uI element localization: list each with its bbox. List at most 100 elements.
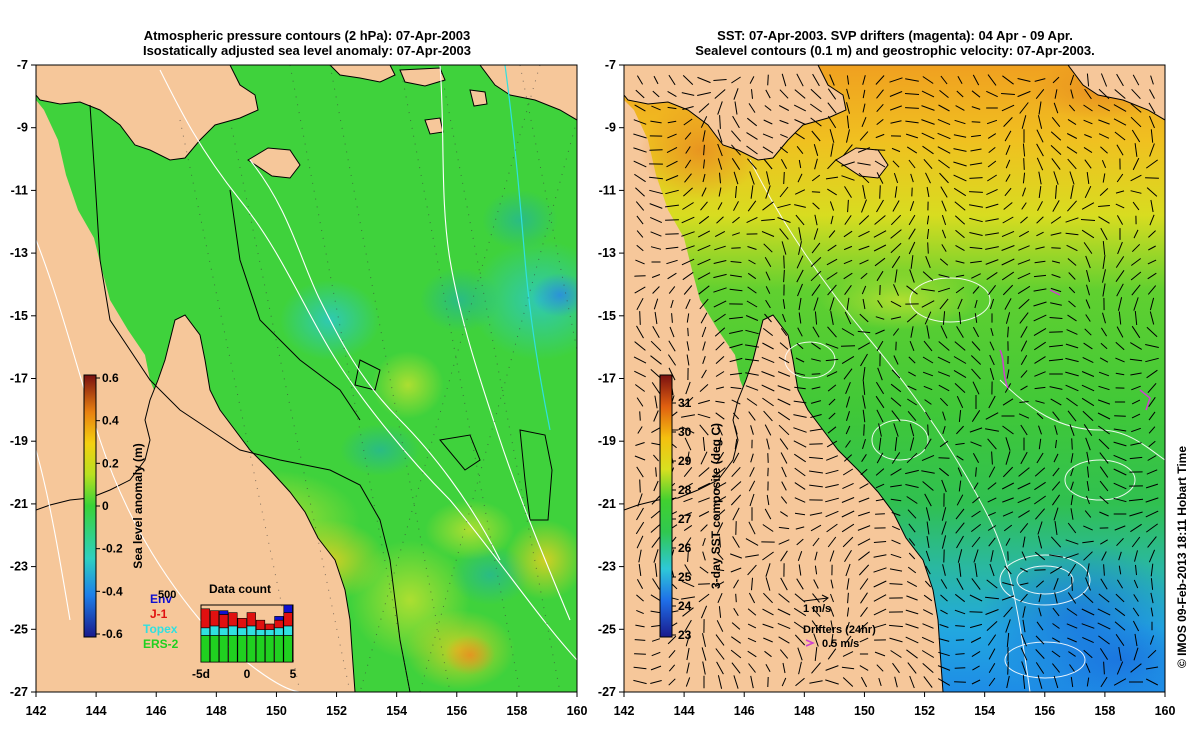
velocity-arrow xyxy=(779,649,789,659)
velocity-arrow xyxy=(926,325,930,339)
velocity-arrow xyxy=(731,76,741,84)
velocity-arrow xyxy=(797,173,803,183)
velocity-arrow xyxy=(953,356,967,364)
velocity-arrow xyxy=(860,468,868,476)
velocity-arrow xyxy=(1116,215,1124,225)
velocity-arrow xyxy=(1099,466,1109,478)
velocity-arrow xyxy=(812,537,820,547)
altimeter-tracks xyxy=(179,65,577,692)
drifter-tracks xyxy=(999,289,1151,411)
velocity-arrow xyxy=(1098,425,1110,435)
velocity-arrow xyxy=(971,679,981,685)
velocity-arrow xyxy=(1134,633,1138,647)
velocity-arrow xyxy=(1038,171,1042,185)
velocity-arrow xyxy=(1131,284,1141,296)
velocity-arrow xyxy=(925,550,931,562)
velocity-arrow xyxy=(924,438,932,450)
velocity-arrow xyxy=(876,172,884,184)
velocity-arrow xyxy=(1052,411,1060,421)
velocity-arrow xyxy=(845,396,851,408)
velocity-arrow xyxy=(1033,314,1047,322)
velocity-arrow xyxy=(699,424,709,436)
velocity-arrow xyxy=(1086,172,1090,184)
velocity-arrow xyxy=(780,511,788,517)
velocity-arrow xyxy=(703,144,705,156)
velocity-arrow xyxy=(731,622,741,630)
velocity-arrow xyxy=(906,146,918,154)
velocity-arrow xyxy=(747,564,757,576)
velocity-arrow xyxy=(956,455,964,461)
velocity-arrow xyxy=(1034,78,1046,82)
velocity-arrow xyxy=(1001,230,1015,238)
velocity-arrow xyxy=(1022,675,1026,689)
velocity-arrow xyxy=(922,145,934,155)
data-count-bar xyxy=(283,612,293,627)
y-tick-label: -17 xyxy=(10,372,28,386)
velocity-arrow xyxy=(1053,171,1059,185)
velocity-arrow xyxy=(681,596,695,600)
velocity-arrow xyxy=(633,679,647,685)
velocity-arrow xyxy=(717,202,723,210)
velocity-arrow xyxy=(859,313,869,323)
velocity-arrow xyxy=(1097,104,1111,112)
velocity-arrow xyxy=(846,115,850,129)
velocity-arrow xyxy=(971,650,981,658)
velocity-arrow xyxy=(941,229,947,239)
velocity-arrow xyxy=(1150,592,1154,604)
velocity-arrow xyxy=(873,594,887,602)
velocity-arrow xyxy=(1134,550,1138,562)
velocity-arrow xyxy=(942,564,946,576)
velocity-arrow xyxy=(1116,283,1124,297)
velocity-arrow xyxy=(826,258,838,266)
velocity-arrow xyxy=(1053,675,1059,689)
velocity-arrow xyxy=(1146,523,1158,533)
velocity-arrow xyxy=(938,341,950,351)
velocity-arrow xyxy=(1021,551,1027,561)
velocity-arrow xyxy=(988,284,996,296)
velocity-arrow xyxy=(908,552,916,560)
velocity-arrow xyxy=(843,245,853,251)
velocity-arrow xyxy=(1036,129,1044,143)
velocity-arrow xyxy=(971,134,981,138)
velocity-arrow xyxy=(778,636,790,644)
velocity-arrow xyxy=(827,188,837,196)
velocity-arrow xyxy=(969,623,983,629)
velocity-arrow xyxy=(1003,202,1013,210)
velocity-arrow xyxy=(634,341,646,351)
velocity-arrow xyxy=(1036,621,1044,631)
velocity-arrow xyxy=(716,661,724,675)
velocity-arrow xyxy=(858,497,870,503)
data-count-bar xyxy=(219,614,229,629)
velocity-arrow xyxy=(639,311,641,325)
velocity-arrow xyxy=(1035,508,1045,520)
velocity-arrow xyxy=(796,145,804,155)
velocity-arrow xyxy=(1051,274,1061,278)
velocity-arrow xyxy=(765,286,771,294)
velocity-arrow xyxy=(1146,159,1158,169)
velocity-arrow xyxy=(1086,481,1090,491)
velocity-arrow xyxy=(889,77,903,83)
velocity-arrow xyxy=(938,159,950,169)
velocity-arrow xyxy=(747,623,757,629)
velocity-arrow xyxy=(890,214,902,226)
velocity-arrow xyxy=(953,148,967,152)
velocity-arrow xyxy=(969,611,983,613)
velocity-arrow xyxy=(908,356,916,364)
velocity-arrow xyxy=(1017,482,1031,490)
velocity-arrow xyxy=(649,189,663,195)
velocity-arrow xyxy=(1054,521,1058,535)
velocity-arrow xyxy=(1145,344,1159,348)
velocity-arrow xyxy=(813,579,819,589)
velocity-arrow xyxy=(954,609,966,615)
velocity-arrow xyxy=(829,74,835,86)
y-tick-label: -7 xyxy=(605,58,616,72)
colorbar-tick-label: 0 xyxy=(102,499,109,513)
velocity-arrow xyxy=(713,496,727,504)
velocity-arrow xyxy=(909,675,915,689)
velocity-arrow xyxy=(794,372,806,376)
velocity-arrow xyxy=(874,215,886,225)
velocity-arrow xyxy=(762,551,774,561)
velocity-arrow xyxy=(1048,358,1064,362)
velocity-arrow xyxy=(668,286,676,294)
velocity-arrow xyxy=(697,413,711,419)
